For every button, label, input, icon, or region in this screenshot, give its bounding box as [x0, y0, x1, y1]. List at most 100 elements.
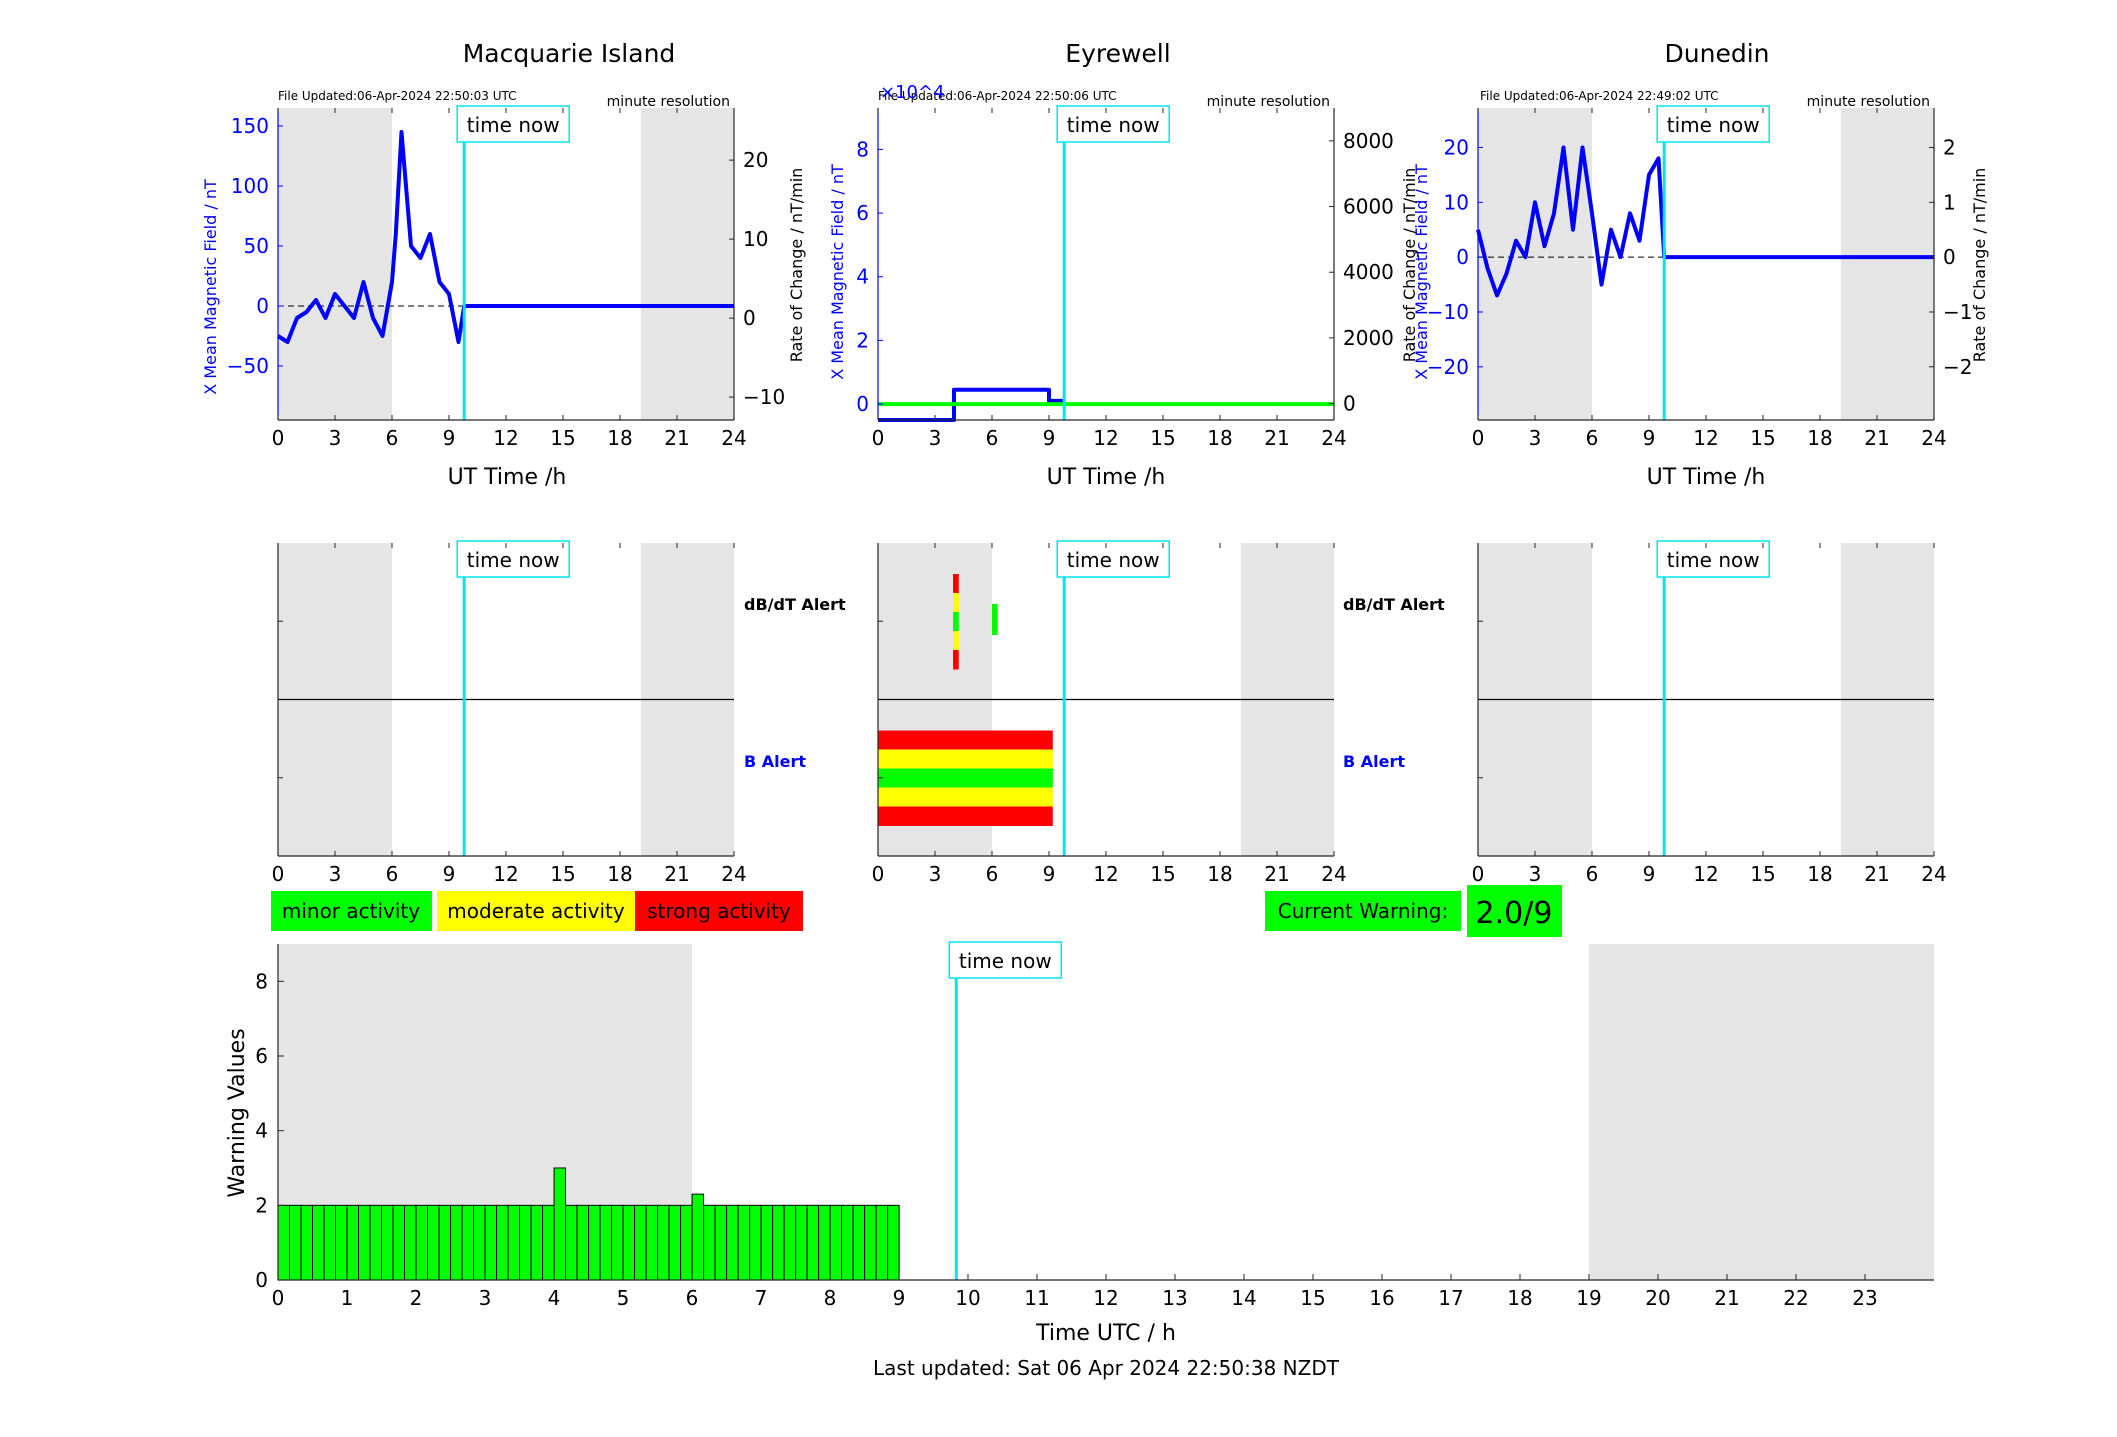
alert-panel-eyrewell-xtick-label: 18	[1207, 862, 1232, 886]
alert-panel-macquarie-island-xtick-label: 3	[329, 862, 342, 886]
warning-chart-xtick-label: 18	[1507, 1286, 1532, 1310]
ylabel-right-eyrewell: Rate of Change / nT/min	[1400, 168, 1419, 363]
panel-eyrewell-xtick-label: 12	[1093, 426, 1118, 450]
current-warning-label: Current Warning:	[1278, 899, 1448, 923]
alert-panel-eyrewell-xtick-label: 12	[1093, 862, 1118, 886]
ylabel-right-macquarie: Rate of Change / nT/min	[787, 168, 806, 363]
warning-chart-bar	[691, 1193, 705, 1281]
panel-dunedin-xtick-label: 3	[1529, 426, 1542, 450]
alert-panel-eyrewell-xtick-label: 21	[1264, 862, 1289, 886]
panel-dunedin-night-shade	[1478, 108, 1592, 420]
panel-title-eyrewell: Eyrewell	[1065, 39, 1170, 68]
warning-chart-xtick-label: 9	[893, 1286, 906, 1310]
time-now-text: time now	[467, 548, 560, 572]
warning-chart-xtick-label: 21	[1714, 1286, 1739, 1310]
warning-chart-bar	[335, 1204, 348, 1281]
alert-panel-macquarie-island-xtick-label: 9	[443, 862, 456, 886]
panel-dunedin-xtick-label: 18	[1807, 426, 1832, 450]
warning-chart-xtick-label: 12	[1093, 1286, 1118, 1310]
panel-dunedin-ytick-left-label: 0	[1456, 245, 1469, 269]
file-updated-macquarie: File Updated:06-Apr-2024 22:50:03 UTC	[278, 89, 517, 103]
panel-eyrewell-xtick-label: 6	[986, 426, 999, 450]
time-now-box	[948, 941, 1063, 979]
panel-macquarie-island-ytick-left-label: 50	[244, 234, 269, 258]
warning-chart-bar	[645, 1204, 659, 1281]
warning-chart-bar	[427, 1204, 440, 1281]
panel-eyrewell-xtick-label: 9	[1043, 426, 1056, 450]
warning-chart-bar	[749, 1204, 762, 1281]
warning-chart-bar	[530, 1204, 544, 1281]
panel-macquarie-island-time-now-label: time now	[456, 105, 570, 143]
panel-dunedin-ytick-right-label: 2	[1943, 135, 1956, 159]
alert-panel-eyrewell-b-alert-bar-segment	[878, 749, 1053, 769]
warning-chart-bar	[714, 1204, 728, 1281]
warning-chart-xtick-label: 3	[479, 1286, 492, 1310]
warning-chart-xtick-label: 23	[1852, 1286, 1877, 1310]
alert-panel-eyrewell-dbdt-bar-segment	[953, 650, 959, 670]
file-updated-dunedin: File Updated:06-Apr-2024 22:49:02 UTC	[1480, 89, 1719, 103]
panel-macquarie-island-ytick-right-label: −10	[743, 385, 785, 409]
ylabel-right-dunedin: Rate of Change / nT/min	[1970, 168, 1989, 363]
alert-panel-macquarie-island-xtick-label: 15	[550, 862, 575, 886]
warning-chart-bar	[277, 1204, 291, 1281]
b-alert-label-macquarie: B Alert	[744, 752, 806, 771]
panel-dunedin-ytick-left-label: −20	[1427, 355, 1469, 379]
file-updated-eyrewell: File Updated:06-Apr-2024 22:50:06 UTC	[878, 89, 1117, 103]
warning-chart-xtick-label: 15	[1300, 1286, 1325, 1310]
panel-macquarie-island-xtick-label: 18	[607, 426, 632, 450]
warning-chart-bar	[519, 1204, 532, 1281]
warning-chart-bar	[772, 1204, 785, 1281]
warning-chart-bar	[657, 1204, 670, 1281]
warning-chart-bar	[795, 1204, 808, 1281]
panel-macquarie-island-series-0	[276, 130, 734, 344]
warning-chart-bar	[484, 1204, 498, 1281]
panel-dunedin-xtick-label: 9	[1643, 426, 1656, 450]
panel-dunedin-ytick-left-label: 20	[1444, 135, 1469, 159]
time-now-text: time now	[1667, 113, 1760, 137]
warning-chart-bar	[404, 1204, 417, 1281]
warning-chart-xtick-label: 4	[548, 1286, 561, 1310]
time-now-text: time now	[959, 949, 1052, 973]
alert-panel-eyrewell-xtick-label: 3	[929, 862, 942, 886]
panel-dunedin-ytick-left-label: 10	[1444, 190, 1469, 214]
alert-panel-macquarie-island-xtick-label: 18	[607, 862, 632, 886]
warning-chart-bar	[668, 1204, 682, 1281]
warning-chart-xtick-label: 7	[755, 1286, 768, 1310]
time-now-box	[1656, 540, 1770, 578]
warning-chart-bar	[392, 1204, 406, 1281]
panel-macquarie-island-ytick-left-label: 150	[231, 114, 269, 138]
time-now-box	[1056, 105, 1170, 143]
panel-macquarie-island-ytick-left-label: −50	[227, 354, 269, 378]
alert-panel-dunedin-xtick-label: 0	[1472, 862, 1485, 886]
warning-chart-bar	[289, 1204, 302, 1281]
panel-macquarie-island-night-shade	[278, 108, 392, 420]
panel-eyrewell-xtick-label: 3	[929, 426, 942, 450]
warning-chart-bar	[461, 1204, 475, 1281]
alert-panel-dunedin-xtick-label: 3	[1529, 862, 1542, 886]
time-now-box	[456, 105, 570, 143]
alert-panel-dunedin-time-now-label: time now	[1656, 540, 1770, 578]
panel-dunedin-ytick-right-label: 0	[1943, 245, 1956, 269]
panel-eyrewell-ytick-left-label: 0	[856, 392, 869, 416]
alert-panel-dunedin-xtick-label: 24	[1921, 862, 1946, 886]
current-warning-value-box	[1467, 885, 1562, 937]
warning-chart-bar	[346, 1204, 360, 1281]
panel-eyrewell-xtick-label: 18	[1207, 426, 1232, 450]
alert-panel-eyrewell-dbdt-bar	[992, 604, 998, 635]
panel-dunedin-xtick-label: 21	[1864, 426, 1889, 450]
legend-strong-swatch	[635, 891, 803, 931]
panel-dunedin-ytick-right-label: −2	[1943, 355, 1972, 379]
b-alert-label-eyrewell: B Alert	[1343, 752, 1405, 771]
alert-panel-macquarie-island-xtick-label: 21	[664, 862, 689, 886]
alert-panel-eyrewell-b-alert-bar-segment	[878, 806, 1053, 826]
time-now-text: time now	[467, 113, 560, 137]
warning-chart-bar	[818, 1204, 831, 1281]
panel-macquarie-island-ytick-left-label: 0	[256, 294, 269, 318]
panel-eyrewell-ytick-right-label: 0	[1343, 392, 1356, 416]
warning-chart-bar	[599, 1204, 613, 1281]
warning-chart-bar	[358, 1204, 371, 1281]
warning-chart-bar	[611, 1204, 624, 1281]
alert-panel-macquarie-island-time-now-label: time now	[456, 540, 570, 578]
alert-panel-eyrewell-b-alert-bar-segment	[878, 787, 1053, 807]
